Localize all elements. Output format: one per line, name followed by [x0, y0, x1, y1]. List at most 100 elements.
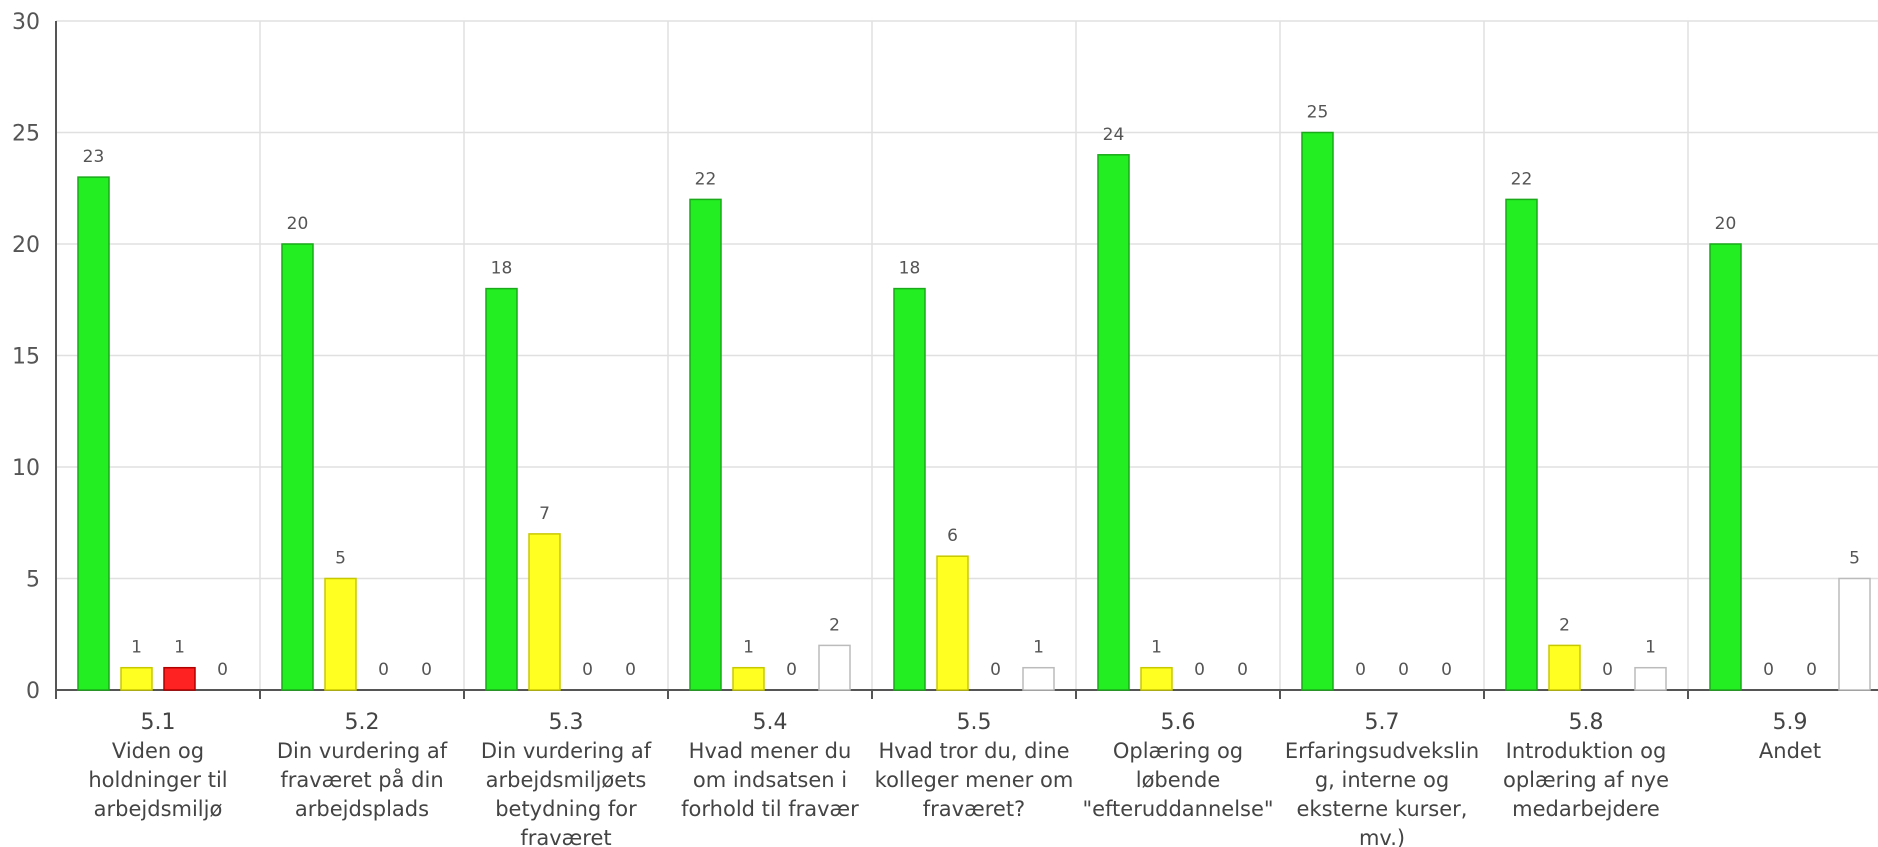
- bar: [528, 533, 561, 691]
- bar-value-label: 6: [947, 526, 958, 546]
- y-tick-label: 5: [26, 568, 40, 593]
- bar-value-label: 0: [990, 660, 1001, 680]
- bar: [1301, 131, 1334, 691]
- category-name-label: Hvad tror du, dine: [878, 739, 1069, 763]
- bar-value-label: 1: [1033, 638, 1044, 658]
- category-name-label: Viden og: [112, 739, 204, 763]
- bar-value-label: 1: [174, 638, 185, 658]
- bar-value-label: 1: [131, 638, 142, 658]
- bar-value-label: 20: [287, 214, 309, 234]
- bar: [485, 287, 518, 691]
- bar-value-label: 0: [1602, 660, 1613, 680]
- bar-value-label: 1: [743, 638, 754, 658]
- bar-value-label: 0: [1355, 660, 1366, 680]
- category-name-label: holdninger til: [88, 768, 227, 792]
- bar-value-label: 5: [335, 549, 346, 569]
- bar: [163, 666, 196, 691]
- bar: [77, 176, 110, 691]
- category-name-label: forhold til fravær: [681, 797, 859, 821]
- category-name-label: Din vurdering af: [481, 739, 652, 763]
- bar: [1634, 666, 1667, 691]
- bar-value-label: 0: [1194, 660, 1205, 680]
- y-tick-label: 25: [12, 122, 40, 147]
- bar-value-label: 0: [625, 660, 636, 680]
- category-name-label: løbende: [1136, 768, 1221, 792]
- bar: [1548, 644, 1581, 691]
- category-name-label: fraværet: [520, 826, 611, 847]
- category-name-label: Din vurdering af: [277, 739, 448, 763]
- bar-value-label: 0: [786, 660, 797, 680]
- bar: [324, 577, 357, 691]
- category-code-label: 5.8: [1569, 710, 1604, 735]
- bar-value-label: 7: [539, 504, 550, 524]
- category-code-label: 5.6: [1161, 710, 1196, 735]
- bar-value-label: 0: [582, 660, 593, 680]
- bar-value-label: 1: [1645, 638, 1656, 658]
- category-name-label: arbejdsmiljø: [94, 797, 223, 821]
- bar-value-label: 25: [1307, 103, 1329, 123]
- bar: [818, 644, 851, 691]
- bar-value-label: 0: [217, 660, 228, 680]
- category-name-label: Andet: [1759, 739, 1821, 763]
- category-name-label: fraværet?: [923, 797, 1025, 821]
- category-name-label: oplæring af nye: [1503, 768, 1669, 792]
- category-name-label: Erfaringsudvekslin: [1285, 739, 1479, 763]
- bar-value-label: 0: [378, 660, 389, 680]
- bar: [893, 287, 926, 691]
- y-tick-label: 15: [12, 345, 40, 370]
- bar: [1022, 666, 1055, 691]
- category-name-label: Introduktion og: [1506, 739, 1667, 763]
- bar-value-label: 23: [83, 147, 105, 167]
- bar-value-label: 22: [1511, 169, 1533, 189]
- bar: [1505, 198, 1538, 691]
- bar: [120, 666, 153, 691]
- bar-value-label: 5: [1849, 549, 1860, 569]
- bar-value-label: 22: [695, 169, 717, 189]
- bar-value-label: 0: [421, 660, 432, 680]
- category-name-label: betydning for: [495, 797, 637, 821]
- bar-value-label: 0: [1441, 660, 1452, 680]
- bar: [1097, 154, 1130, 691]
- bar-value-label: 18: [899, 259, 921, 279]
- category-code-label: 5.1: [141, 710, 176, 735]
- bar-value-label: 2: [1559, 615, 1570, 635]
- category-name-label: medarbejdere: [1512, 797, 1660, 821]
- y-tick-label: 10: [12, 456, 40, 481]
- category-name-label: fraværet på din: [280, 767, 443, 792]
- category-name-label: "efteruddannelse": [1082, 797, 1273, 821]
- bar-value-label: 1: [1151, 638, 1162, 658]
- bar: [936, 555, 969, 691]
- category-name-label: arbejdsplads: [295, 797, 429, 821]
- bar-value-label: 0: [1398, 660, 1409, 680]
- bar-value-label: 20: [1715, 214, 1737, 234]
- bar-value-label: 0: [1763, 660, 1774, 680]
- bar-value-label: 0: [1806, 660, 1817, 680]
- bar-value-label: 0: [1237, 660, 1248, 680]
- category-name-label: g, interne og: [1315, 768, 1449, 792]
- category-name-label: eksterne kurser,: [1297, 797, 1468, 821]
- category-code-label: 5.4: [753, 710, 788, 735]
- y-tick-label: 0: [26, 679, 40, 704]
- category-name-label: kolleger mener om: [875, 768, 1074, 792]
- category-name-label: Hvad mener du: [689, 739, 852, 763]
- category-code-label: 5.9: [1773, 710, 1808, 735]
- y-tick-label: 30: [12, 10, 40, 35]
- y-tick-label: 20: [12, 233, 40, 258]
- bar: [689, 198, 722, 691]
- bar: [1140, 666, 1173, 691]
- category-code-label: 5.2: [345, 710, 380, 735]
- bar: [1838, 577, 1871, 691]
- bar-value-label: 2: [829, 615, 840, 635]
- category-code-label: 5.7: [1365, 710, 1400, 735]
- category-code-label: 5.3: [549, 710, 584, 735]
- category-name-label: Oplæring og: [1113, 739, 1243, 763]
- category-name-label: om indsatsen i: [693, 768, 847, 792]
- category-name-label: mv.): [1359, 826, 1405, 847]
- bar: [732, 666, 765, 691]
- category-name-label: arbejdsmiljøets: [486, 768, 647, 792]
- category-code-label: 5.5: [957, 710, 992, 735]
- bar: [281, 243, 314, 691]
- bar-value-label: 24: [1103, 125, 1125, 145]
- bar: [1709, 243, 1742, 691]
